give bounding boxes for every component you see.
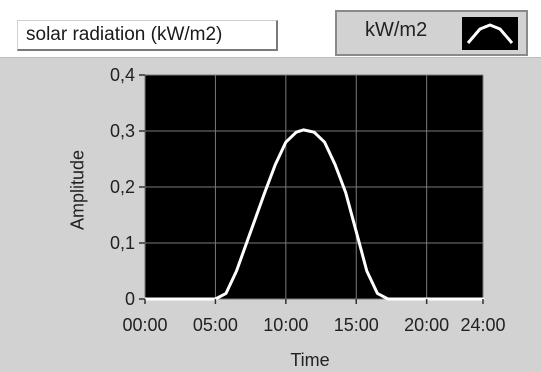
- y-tick-label: 0,1: [110, 233, 135, 253]
- plot-legend[interactable]: kW/m2: [335, 10, 528, 56]
- x-axis-title: Time: [290, 350, 330, 370]
- data-point: [376, 292, 379, 295]
- data-point: [249, 231, 252, 233]
- y-tick-label: 0,4: [110, 65, 135, 85]
- legend-line-swatch-icon: [462, 17, 518, 50]
- data-point: [355, 231, 358, 233]
- x-tick-label: 20:00: [404, 315, 449, 335]
- y-tick-label: 0,2: [110, 177, 135, 197]
- x-tick-label: 05:00: [193, 315, 238, 335]
- data-point: [323, 141, 326, 143]
- legend-label: kW/m2: [365, 19, 428, 41]
- data-point: [274, 163, 277, 166]
- y-tick-label: 0: [125, 289, 135, 309]
- x-tick-label: 00:00: [122, 315, 167, 335]
- data-point: [225, 292, 227, 295]
- x-tick-label: 24:00: [460, 315, 505, 335]
- data-point: [302, 129, 305, 131]
- x-tick-label: 10:00: [263, 315, 308, 335]
- x-tick-label: 15:00: [334, 315, 379, 335]
- data-point: [263, 191, 266, 194]
- data-point: [235, 270, 238, 272]
- data-point: [366, 270, 368, 272]
- data-point: [344, 191, 347, 194]
- data-point: [313, 131, 315, 133]
- data-point: [387, 298, 389, 300]
- y-axis-title: Amplitude: [67, 149, 88, 231]
- y-tick-label: 0,3: [110, 121, 135, 141]
- data-point: [285, 141, 287, 143]
- graph-title-label: solar radiation (kW/m2): [17, 20, 278, 51]
- data-point: [334, 163, 336, 166]
- data-point: [295, 131, 298, 133]
